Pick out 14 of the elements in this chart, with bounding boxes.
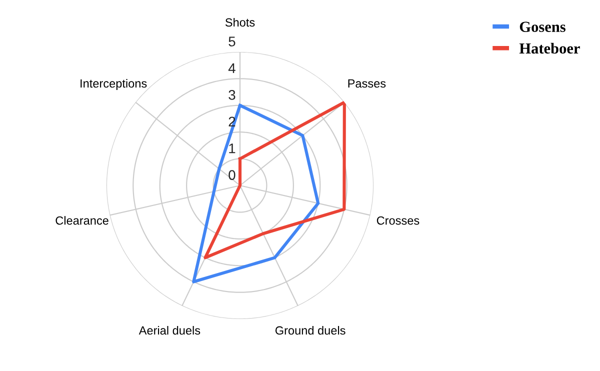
spoke-label: Aerial duels (138, 326, 200, 335)
spoke-label: Shots (225, 18, 255, 27)
spoke-label: Ground duels (275, 326, 346, 335)
y-tick-label: 0 (228, 170, 236, 180)
legend-label: Gosens (520, 22, 566, 32)
spoke-label: Crosses (376, 216, 420, 225)
spoke-label: Clearance (56, 216, 108, 225)
y-tick-label: 4 (228, 63, 236, 73)
legend-label: Hateboer (519, 42, 580, 54)
spoke-label: Passes (348, 79, 386, 88)
y-tick-label: 5 (228, 36, 236, 46)
y-tick-label: 1 (229, 144, 236, 154)
y-tick-label: 3 (228, 90, 236, 100)
spoke-label: Interceptions (80, 78, 147, 90)
